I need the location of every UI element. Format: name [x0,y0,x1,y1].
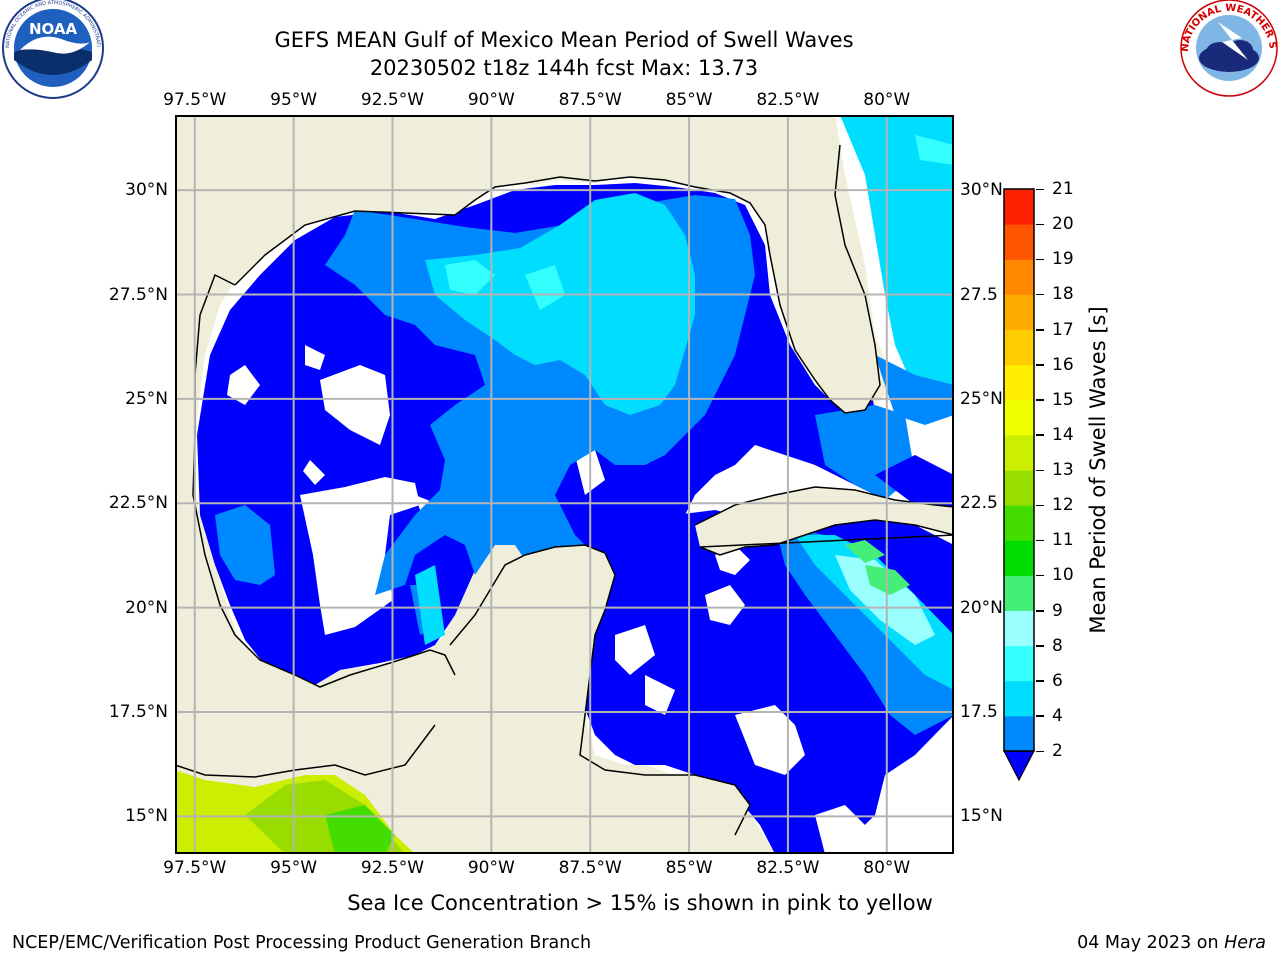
lat-tick-label-right: 27.5 [960,284,998,305]
colorbar-cell [1004,434,1034,471]
colorbar-label: Mean Period of Swell Waves [s] [1086,306,1110,634]
colorbar-tick-label: 12 [1052,495,1074,516]
colorbar-tick-mark [1036,329,1044,331]
colorbar-tick-mark [1036,364,1044,366]
colorbar-cell [1004,399,1034,436]
colorbar-cell [1004,470,1034,506]
colorbar-tick-label: 16 [1052,354,1074,375]
lon-tick-label: 92.5°W [360,858,425,878]
lon-tick-label: 85°W [665,90,713,110]
lat-tick-label-left: 22.5°N [108,493,168,514]
lat-tick-label-right: 15°N [960,806,1003,827]
colorbar-tick-label: 17 [1052,319,1074,340]
lat-tick-label-right: 22.5 [960,493,998,514]
lon-tick-label: 82.5°W [756,858,820,878]
colorbar-tick-mark [1036,399,1044,401]
colorbar-tick-label: 6 [1052,670,1063,691]
colorbar-tick-mark [1036,715,1044,717]
lon-tick-label: 90°W [467,858,515,878]
lon-tick-label: 95°W [270,858,318,878]
lat-tick-label-right: 25°N [960,388,1003,409]
colorbar-tick-label: 13 [1052,460,1074,480]
title-line-2: 20230502 t18z 144h fcst Max: 13.73 [369,56,759,80]
colorbar-tick-mark [1036,223,1044,226]
colorbar-tick-mark [1036,258,1044,261]
colorbar-tick-mark [1036,293,1044,296]
yucatan [450,545,750,854]
lat-tick-label-left: 17.5°N [108,702,168,723]
lat-tick-label-left: 25°N [125,388,168,409]
colorbar-cell [1004,575,1034,611]
lon-tick-label: 80°W [863,90,911,110]
swell-4-6s [425,193,695,415]
lat-tick-label-left: 15°N [125,806,168,827]
colorbar-cell [1004,329,1034,366]
lat-tick-label-left: 30°N [125,180,168,201]
colorbar-tick-label: 10 [1052,565,1074,586]
gulf-map [175,115,954,854]
colorbar-tick-label: 21 [1052,179,1074,199]
colorbar-tick-mark [1036,680,1044,682]
colorbar-tick-label: 18 [1052,284,1074,305]
footer-date: 04 May 2023 on Hera [1077,933,1266,953]
lon-tick-label: 90°W [467,90,515,110]
colorbar-tick-mark [1036,434,1044,436]
colorbar-cell [1004,715,1034,752]
colorbar-tick-mark [1036,750,1044,752]
footer-host: Hera [1224,933,1266,953]
colorbar-tick-label: 15 [1052,389,1074,410]
colorbar-tick-label: 2 [1052,741,1063,761]
lon-tick-label: 87.5°W [558,858,622,878]
mexico-coast [175,115,455,777]
colorbar-cell [1004,224,1034,260]
footer-branch: NCEP/EMC/Verification Post Processing Pr… [12,933,592,953]
colorbar-tick-mark [1036,539,1044,542]
colorbar-cell [1004,259,1034,295]
lon-tick-label: 97.5°W [163,90,227,110]
lat-tick-label-left: 20°N [125,597,168,618]
colorbar-tick-label: 4 [1052,705,1063,726]
lat-tick-label-right: 30°N [960,180,1003,201]
colorbar-tick-mark [1036,504,1044,507]
lat-tick-label-right: 20°N [960,597,1003,618]
lon-tick-label: 95°W [270,90,318,110]
colorbar-tick-label: 14 [1052,424,1074,445]
lon-tick-label: 92.5°W [360,90,425,110]
colorbar-cell [1004,189,1034,225]
lon-tick-label: 82.5°W [756,90,820,110]
lon-tick-label: 80°W [863,858,911,878]
colorbar-tick-mark [1036,574,1044,577]
lat-tick-label-right: 17.5 [960,702,998,723]
colorbar-tick-label: 11 [1052,530,1074,551]
sea-ice-note: Sea Ice Concentration > 15% is shown in … [347,891,933,915]
colorbar-tick-mark [1036,188,1044,190]
colorbar-under-arrow [1003,750,1035,782]
colorbar-tick-mark [1036,610,1044,612]
colorbar-tick-label: 20 [1052,214,1074,235]
colorbar-cell [1004,294,1034,330]
colorbar-cell [1004,610,1034,647]
noaa-logo: NOAA NATIONAL OCEANIC AND ATMOSPHERIC AD… [0,0,104,99]
footer-date-text: 04 May 2023 on [1077,933,1225,953]
colorbar-cell [1004,645,1034,682]
lon-tick-label: 87.5°W [558,90,622,110]
colorbar-tick-mark [1036,645,1044,647]
colorbar [1003,188,1035,782]
lat-tick-label-left: 27.5°N [108,284,168,305]
lon-tick-label: 97.5°W [163,858,227,878]
colorbar-cell [1004,364,1034,401]
colorbar-tick-label: 8 [1052,635,1063,656]
title-line-1: GEFS MEAN Gulf of Mexico Mean Period of … [274,28,854,52]
colorbar-cell [1004,680,1034,717]
colorbar-tick-label: 19 [1052,249,1074,270]
colorbar-cell [1004,505,1034,541]
nws-logo: NATIONAL WEATHER SERVICE [1178,0,1278,97]
noaa-logo-text: NOAA [29,20,78,38]
map-frame [175,115,954,854]
colorbar-tick-mark [1036,469,1044,471]
lon-tick-label: 85°W [665,858,713,878]
colorbar-cell [1004,540,1034,576]
colorbar-tick-label: 9 [1052,600,1063,621]
